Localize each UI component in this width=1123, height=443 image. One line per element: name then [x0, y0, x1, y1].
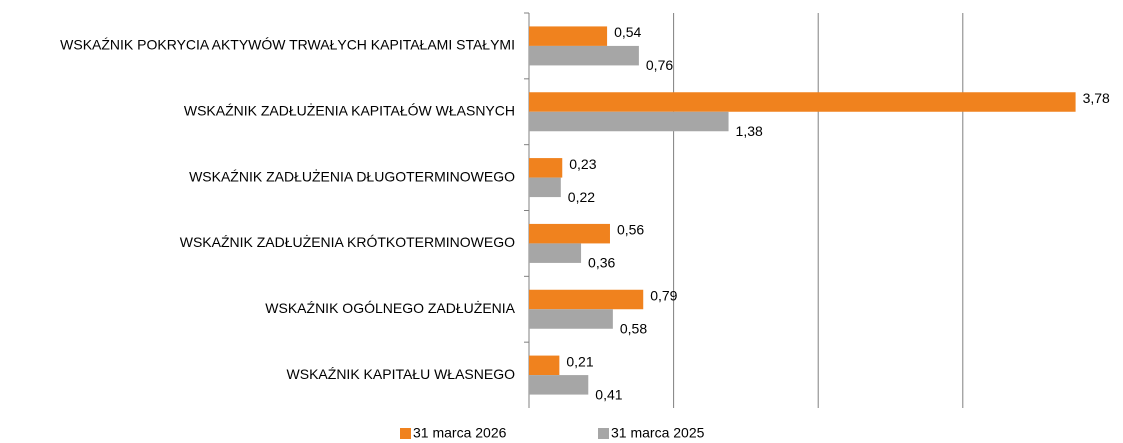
- category-label: WSKAŹNIK OGÓLNEGO ZADŁUŻENIA: [265, 299, 515, 316]
- bar: [529, 45, 639, 66]
- category-label: WSKAŹNIK ZADŁUŻENIA KAPITAŁÓW WŁASNYCH: [184, 101, 515, 118]
- legend-swatch: [598, 428, 609, 439]
- value-label: 0,54: [614, 24, 641, 40]
- bar: [529, 243, 582, 263]
- value-label: 0,21: [566, 353, 593, 369]
- bar: [529, 375, 589, 395]
- bar: [529, 289, 644, 310]
- value-label: 0,41: [595, 386, 622, 402]
- category-label: WSKAŹNIK POKRYCIA AKTYWÓW TRWAŁYCH KAPIT…: [60, 37, 515, 53]
- bar: [529, 309, 613, 329]
- bar: [529, 111, 729, 132]
- value-label: 0,22: [568, 189, 595, 205]
- category-label: WSKAŹNIK KAPITAŁU WŁASNEGO: [287, 366, 516, 382]
- bar: [529, 223, 610, 244]
- category-label: WSKAŹNIK ZADŁUŻENIA DŁUGOTERMINOWEGO: [189, 167, 515, 184]
- value-label: 0,36: [588, 255, 615, 271]
- legend-label: 31 marca 2026: [413, 425, 507, 441]
- legend-swatch: [400, 428, 411, 439]
- bar: [529, 26, 608, 46]
- bar: [529, 158, 563, 178]
- value-label: 1,38: [736, 123, 763, 139]
- value-label: 0,79: [650, 287, 677, 303]
- value-label: 0,56: [617, 222, 644, 238]
- value-label: 3,78: [1083, 90, 1110, 106]
- legend-label: 31 marca 2025: [611, 425, 705, 441]
- value-label: 0,58: [620, 320, 647, 336]
- bar: [529, 355, 560, 376]
- value-label: 0,76: [646, 57, 673, 73]
- category-label: WSKAŹNIK ZADŁUŻENIA KRÓTKOTERMINOWEGO: [180, 233, 515, 250]
- bar: [529, 177, 561, 198]
- bar: [529, 92, 1076, 112]
- value-label: 0,23: [569, 156, 596, 172]
